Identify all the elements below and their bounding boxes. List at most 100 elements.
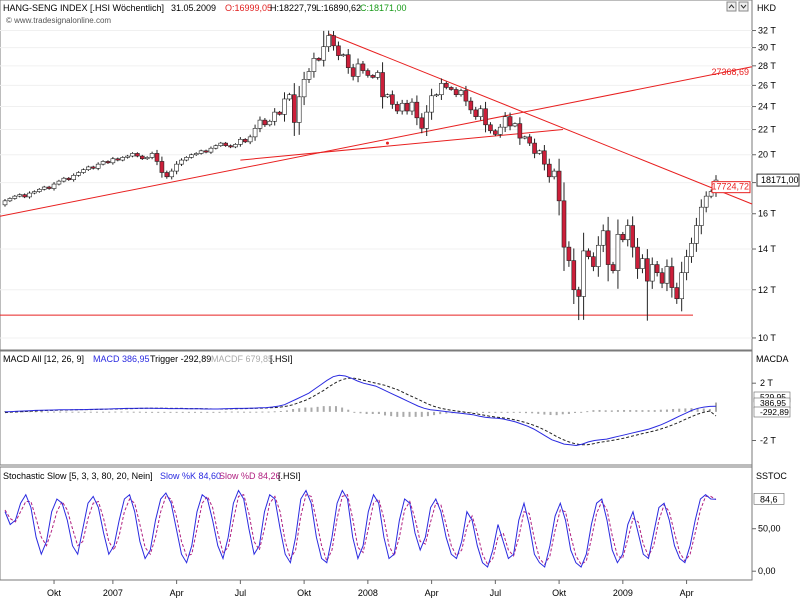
macdf-histogram-bar — [396, 411, 399, 417]
macdf-histogram-bar — [341, 407, 344, 412]
stoch-value-label: 84,6 — [760, 494, 778, 504]
macdf-histogram-bar — [696, 407, 699, 412]
macdf-histogram-bar — [518, 411, 521, 413]
candle-down — [203, 150, 209, 153]
x-axis-tick-label: Apr — [680, 588, 694, 598]
price-gridlines — [0, 30, 752, 339]
candle-up — [51, 183, 57, 189]
macdf-histogram-bar — [665, 409, 668, 412]
macdf-histogram-bar — [623, 409, 626, 412]
candle-up — [615, 234, 621, 271]
candle-down — [507, 116, 513, 127]
macdf-histogram-bar — [267, 411, 270, 413]
candle-down — [532, 142, 537, 154]
macdf-histogram-bar — [163, 411, 166, 413]
candle-up — [341, 54, 346, 57]
candle-down — [546, 163, 552, 178]
candle-up — [120, 157, 125, 161]
macdf-histogram-bar — [567, 411, 570, 414]
macdf-histogram-bar — [316, 406, 319, 412]
candle-down — [66, 177, 72, 180]
price-y-tick-label: 30 T — [758, 43, 776, 53]
macdf-histogram-bar — [475, 411, 478, 413]
last-price-label: 18171,00 — [761, 175, 799, 185]
candle-down — [316, 58, 322, 61]
candle-down — [115, 158, 121, 161]
candle-up — [174, 163, 179, 172]
candle-up — [144, 157, 150, 160]
macdf-histogram-bar — [426, 411, 429, 417]
candle-down — [473, 109, 479, 117]
candle-up — [694, 225, 699, 244]
candle-up — [27, 192, 32, 198]
macd-legend-suffix: [.HSI] — [270, 354, 293, 364]
candle-up — [71, 175, 76, 180]
macdf-histogram-bar — [629, 409, 632, 412]
collapse-icon[interactable] — [726, 1, 737, 12]
header-date: 31.05.2009 — [171, 3, 216, 13]
trendline-value-box — [711, 181, 751, 194]
price-y-tick-label: 24 T — [758, 102, 776, 112]
stoch-value-box — [753, 493, 785, 505]
macdf-histogram-bar — [236, 411, 239, 413]
macdf-histogram-bar — [310, 407, 313, 412]
macdf-histogram-bar — [684, 408, 687, 412]
candle-down — [292, 94, 297, 123]
candle-down — [350, 67, 356, 77]
candle-down — [390, 94, 395, 105]
candle-up — [184, 157, 189, 161]
macdf-histogram-bar — [365, 411, 368, 414]
expand-icon[interactable] — [738, 1, 749, 12]
macdf-histogram-bar — [439, 411, 442, 415]
candle-up — [193, 153, 199, 156]
macdf-histogram-bar — [212, 411, 215, 413]
price-panel — [0, 0, 753, 351]
macdf-histogram-bar — [708, 409, 711, 412]
macdf-histogram-bar — [53, 411, 56, 413]
candle-up — [81, 169, 86, 173]
macdf-histogram-bar — [574, 411, 577, 413]
price-y-tick-label: 20 T — [758, 150, 776, 160]
candle-down — [605, 230, 611, 265]
trigger-line — [4, 377, 717, 446]
macdf-histogram-bar — [555, 411, 558, 416]
macdf-histogram-bar — [371, 411, 374, 414]
panel-window-controls[interactable] — [726, 1, 749, 12]
candle-up — [424, 111, 429, 129]
candle-down — [542, 150, 547, 165]
header-open: O:16999,05 — [225, 3, 272, 13]
trendline-anchor-dot — [385, 141, 389, 145]
macdf-histogram-bar — [194, 411, 197, 413]
header-instrument: HANG-SENG INDEX [.HSI Wöchentlich] — [3, 3, 164, 13]
stoch-legend-d: Slow %D 84,26 — [219, 471, 281, 481]
macdf-histogram-bar — [715, 402, 717, 412]
macdf-histogram-bar — [328, 406, 331, 412]
candle-down — [620, 234, 626, 241]
candle-down — [154, 153, 160, 162]
macdf-histogram-bar — [384, 411, 387, 416]
candle-up — [76, 172, 81, 176]
candle-up — [600, 230, 606, 246]
candle-up — [252, 128, 258, 138]
macdf-histogram-bar — [543, 411, 546, 415]
macd-panel — [0, 350, 753, 466]
macdf-histogram-bar — [224, 411, 227, 413]
price-axis-currency: HKD — [757, 3, 777, 13]
candle-down — [659, 272, 665, 284]
x-axis: Okt 2007 Apr Jul Okt 2008 Apr Jul Okt 2009 Apr — [47, 580, 694, 598]
candle-down — [22, 194, 27, 198]
candle-down — [488, 124, 493, 132]
macdf-histogram-bar — [108, 411, 111, 413]
candle-up — [512, 123, 518, 127]
macd-legend-trigger: Trigger -292,89 — [150, 354, 211, 364]
x-axis-tick-label: Okt — [552, 588, 567, 598]
candle-up — [32, 191, 37, 194]
macdf-histogram-bar — [77, 411, 80, 413]
macdf-histogram-bar — [218, 411, 221, 413]
macdf-histogram-bar — [71, 411, 74, 413]
macdf-histogram-bar — [273, 411, 276, 413]
candle-up — [664, 266, 670, 284]
candle-down — [561, 200, 567, 248]
macdf-histogram-bar — [433, 411, 436, 416]
candle-down — [46, 186, 52, 189]
